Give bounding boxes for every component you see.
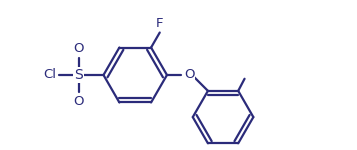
Text: F: F	[156, 17, 164, 30]
Text: S: S	[75, 68, 83, 82]
Text: O: O	[74, 95, 84, 108]
Text: O: O	[184, 69, 195, 81]
Text: O: O	[74, 42, 84, 55]
Text: Cl: Cl	[43, 69, 56, 81]
